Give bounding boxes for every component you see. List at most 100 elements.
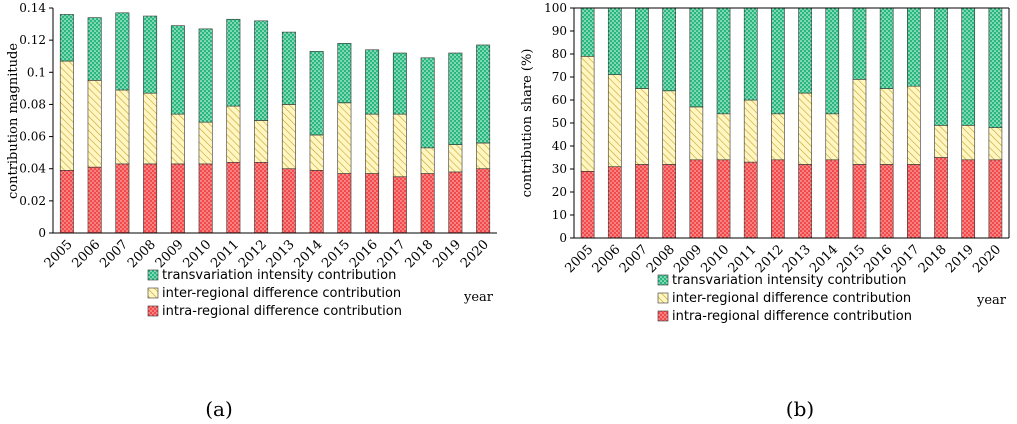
bar-segment-inter-2017 bbox=[907, 85, 921, 165]
bar-segment-trans-2020 bbox=[476, 44, 491, 144]
bar-segment-trans-2007 bbox=[635, 7, 649, 89]
bar-segment-trans-2019 bbox=[448, 52, 463, 145]
bar-segment-inter-2014 bbox=[309, 134, 324, 171]
bar-segment-intra-2009 bbox=[689, 159, 704, 239]
x-tick-label: 2005 bbox=[562, 242, 596, 276]
panel-label-b: (b) bbox=[786, 397, 814, 421]
bar-segment-trans-2015 bbox=[852, 7, 867, 80]
x-tick-label: 2017 bbox=[889, 242, 923, 276]
x-tick-label: 2011 bbox=[208, 237, 242, 271]
bar-segment-intra-2016 bbox=[879, 164, 894, 239]
y-tick-label: 40 bbox=[552, 139, 567, 153]
bar-segment-intra-2015 bbox=[852, 164, 867, 239]
bars-b bbox=[580, 7, 1003, 239]
x-tick-label: 2019 bbox=[943, 242, 977, 276]
x-tick-label: 2018 bbox=[916, 242, 950, 276]
bar-segment-inter-2017 bbox=[392, 113, 407, 178]
y-tick-label: 50 bbox=[552, 116, 567, 130]
bar-segment-intra-2007 bbox=[635, 164, 649, 239]
x-tick-label: 2016 bbox=[347, 237, 381, 271]
bar-segment-inter-2019 bbox=[961, 125, 976, 161]
legend-label-trans: transvariation intensity contribution bbox=[162, 268, 396, 283]
bar-segment-intra-2013 bbox=[281, 168, 296, 234]
panel-label-a: (a) bbox=[205, 397, 233, 421]
bar-segment-intra-2014 bbox=[825, 159, 840, 239]
bar-segment-trans-2018 bbox=[934, 7, 948, 126]
y-tick-label: 90 bbox=[552, 24, 567, 38]
bar-segment-inter-2010 bbox=[198, 121, 213, 165]
bar-segment-intra-2013 bbox=[798, 164, 812, 239]
bars-a bbox=[59, 12, 491, 234]
y-tick-label: 60 bbox=[552, 93, 567, 107]
y-axis-label-a: contribution magnitude bbox=[6, 43, 21, 199]
bar-segment-intra-2019 bbox=[448, 171, 463, 234]
y-ticks-b: 0 10 20 30 40 50 60 70 80 90 100 bbox=[544, 1, 574, 245]
bar-segment-inter-2009 bbox=[170, 113, 185, 165]
bar-segment-intra-2008 bbox=[662, 164, 676, 239]
y-tick-label: 20 bbox=[552, 185, 567, 199]
bar-segment-trans-2018 bbox=[420, 57, 435, 149]
legend-b: transvariation intensity contribution int… bbox=[657, 273, 912, 324]
bar-segment-inter-2012 bbox=[254, 120, 269, 163]
y-tick-label: 80 bbox=[552, 47, 567, 61]
bar-segment-intra-2009 bbox=[170, 163, 185, 234]
bar-segment-inter-2012 bbox=[771, 113, 785, 161]
bar-segment-inter-2005 bbox=[580, 55, 595, 172]
bar-segment-intra-2011 bbox=[743, 161, 758, 239]
x-tick-label: 2007 bbox=[617, 242, 651, 276]
bar-segment-inter-2008 bbox=[143, 92, 158, 165]
bar-segment-inter-2020 bbox=[476, 142, 491, 170]
y-tick-label: 10 bbox=[552, 208, 567, 222]
legend-a: transvariation intensity contribution int… bbox=[147, 268, 402, 319]
x-tick-label: 2013 bbox=[780, 242, 814, 276]
x-axis-label-a: year bbox=[463, 290, 494, 305]
x-tick-label: 2016 bbox=[861, 242, 895, 276]
bar-segment-inter-2007 bbox=[115, 89, 130, 165]
x-tick-label: 2009 bbox=[671, 242, 705, 276]
x-tick-label: 2020 bbox=[458, 237, 492, 271]
bar-segment-trans-2014 bbox=[825, 7, 840, 115]
bar-segment-inter-2013 bbox=[798, 92, 812, 165]
bar-segment-inter-2018 bbox=[420, 147, 435, 174]
bar-segment-inter-2014 bbox=[825, 113, 840, 161]
y-tick-label: 30 bbox=[552, 162, 567, 176]
bar-segment-intra-2010 bbox=[716, 159, 731, 239]
x-tick-label: 2007 bbox=[97, 237, 131, 271]
y-tick-label: 0.08 bbox=[19, 97, 46, 111]
bar-segment-trans-2006 bbox=[607, 7, 622, 75]
bar-segment-trans-2008 bbox=[143, 15, 158, 94]
x-tick-label: 2006 bbox=[69, 237, 103, 271]
bar-segment-trans-2017 bbox=[907, 7, 921, 87]
bar-segment-inter-2006 bbox=[87, 80, 102, 168]
bar-segment-trans-2007 bbox=[115, 12, 130, 91]
y-tick-label: 70 bbox=[552, 70, 567, 84]
y-tick-label: 0.1 bbox=[27, 65, 46, 79]
legend-swatch-inter bbox=[147, 287, 159, 299]
bar-segment-trans-2013 bbox=[281, 31, 296, 105]
x-tick-label: 2019 bbox=[430, 237, 464, 271]
bar-segment-intra-2018 bbox=[934, 157, 948, 239]
bar-segment-trans-2008 bbox=[662, 7, 676, 92]
bar-segment-trans-2011 bbox=[743, 7, 758, 101]
y-axis-label-b: contribution share (%) bbox=[520, 49, 535, 198]
legend-swatch-inter bbox=[657, 292, 669, 304]
x-tick-label: 2011 bbox=[726, 242, 760, 276]
bar-segment-intra-2007 bbox=[115, 163, 130, 234]
bar-segment-trans-2013 bbox=[798, 7, 812, 94]
bar-segment-intra-2012 bbox=[771, 159, 785, 239]
x-tick-label: 2017 bbox=[375, 237, 409, 271]
legend-label-inter: inter-regional difference contribution bbox=[672, 291, 911, 306]
bar-segment-intra-2005 bbox=[59, 170, 74, 234]
bar-segment-trans-2019 bbox=[961, 7, 976, 126]
x-tick-label: 2012 bbox=[753, 242, 787, 276]
bar-segment-trans-2017 bbox=[392, 52, 407, 115]
bar-segment-intra-2016 bbox=[365, 173, 380, 234]
bar-segment-intra-2010 bbox=[198, 163, 213, 234]
axes-b bbox=[573, 7, 1010, 239]
x-ticks-a: 2005200620072008200920102011201220132014… bbox=[42, 237, 492, 271]
legend-label-inter: inter-regional difference contribution bbox=[162, 286, 401, 301]
bar-segment-trans-2012 bbox=[254, 20, 269, 121]
legend-swatch-intra bbox=[657, 310, 669, 322]
x-tick-label: 2010 bbox=[698, 242, 732, 276]
bar-segment-intra-2014 bbox=[309, 170, 324, 234]
